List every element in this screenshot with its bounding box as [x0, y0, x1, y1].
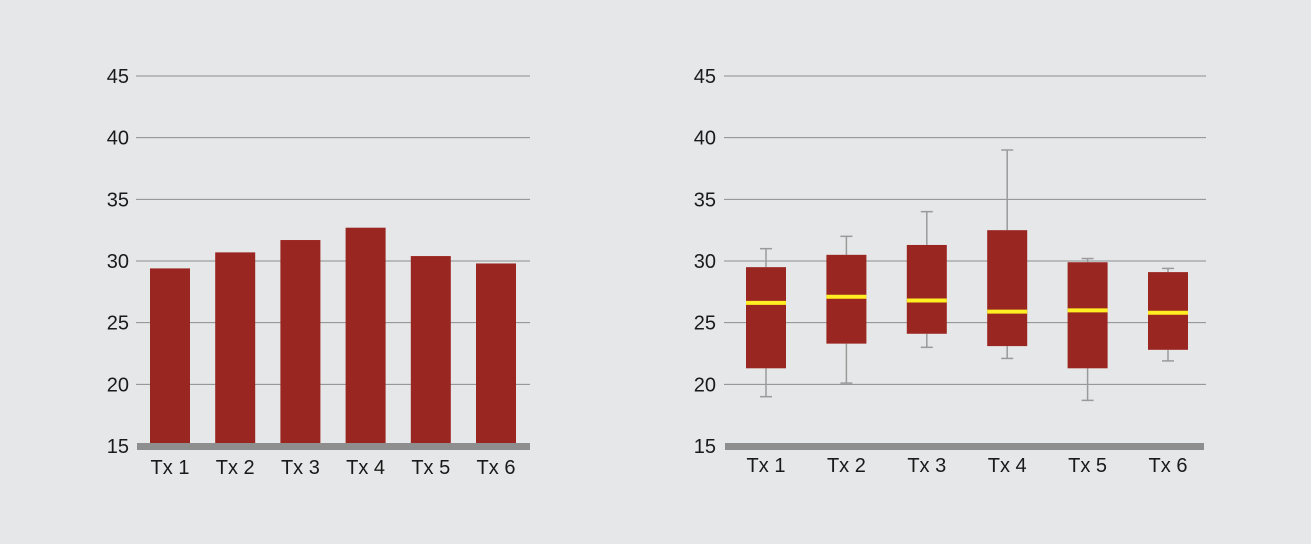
bar [150, 268, 190, 446]
bar [410, 256, 451, 446]
box-iqr [826, 254, 867, 344]
bar [476, 263, 516, 446]
x-tick-label: Tx 1 [747, 455, 786, 477]
y-tick-label: 45 [694, 66, 716, 88]
x-tick-label: Tx 3 [281, 457, 320, 479]
x-tick-label: Tx 1 [151, 457, 190, 479]
bar [345, 227, 386, 446]
x-tick-label: Tx 5 [1068, 455, 1107, 477]
x-tick-label: Tx 6 [1149, 455, 1188, 477]
bar [215, 252, 256, 446]
y-tick-label: 30 [694, 251, 716, 273]
y-tick-label: 40 [694, 128, 716, 150]
x-tick-label: Tx 3 [907, 455, 946, 477]
y-tick-label: 35 [694, 189, 716, 211]
y-tick-label: 15 [107, 436, 129, 458]
y-tick-label: 40 [107, 128, 129, 150]
x-axis-baseline [725, 443, 1204, 450]
x-tick-label: Tx 5 [411, 457, 450, 479]
bar [280, 240, 321, 446]
box-iqr [746, 267, 786, 369]
y-tick-label: 25 [107, 313, 129, 335]
y-tick-label: 20 [107, 374, 129, 396]
box-iqr [906, 244, 947, 334]
x-tick-label: Tx 4 [988, 455, 1027, 477]
x-tick-label: Tx 4 [346, 457, 385, 479]
y-tick-label: 20 [694, 374, 716, 396]
x-tick-label: Tx 2 [827, 455, 866, 477]
y-tick-label: 30 [107, 251, 129, 273]
x-axis-baseline [137, 443, 530, 450]
y-tick-label: 15 [694, 436, 716, 458]
y-tick-label: 35 [107, 189, 129, 211]
y-tick-label: 25 [694, 313, 716, 335]
box-iqr [1067, 262, 1108, 369]
box-iqr [987, 230, 1028, 347]
x-tick-label: Tx 2 [216, 457, 255, 479]
y-tick-label: 45 [107, 66, 129, 88]
x-tick-label: Tx 6 [477, 457, 516, 479]
